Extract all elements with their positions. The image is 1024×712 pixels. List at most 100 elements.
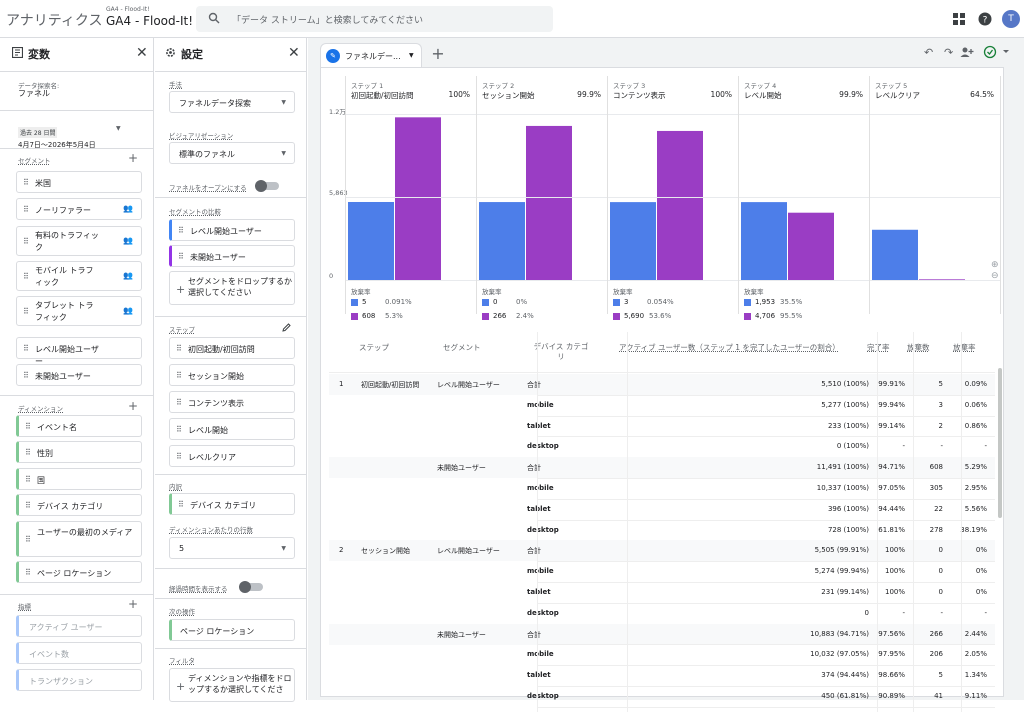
- share-user-icon[interactable]: [960, 46, 974, 58]
- table-row[interactable]: tablet 233 (100%) 99.14% 2 0.86%: [329, 416, 995, 437]
- table-row[interactable]: 2 セッション開始 レベル開始ユーザー 合計 5,505 (99.91%) 100% 0 0%: [329, 540, 995, 562]
- segment-item[interactable]: ⠿ タブレット トラフィック 👥: [16, 296, 142, 326]
- breakdown-chip[interactable]: ⠿ デバイス カテゴリ: [169, 493, 295, 515]
- column-header[interactable]: 放棄率: [953, 343, 976, 352]
- funnel-bar[interactable]: [479, 202, 525, 280]
- drag-handle-icon[interactable]: ⠿: [23, 344, 29, 353]
- property-name[interactable]: GA4 - Flood-It!: [106, 14, 194, 28]
- funnel-bar[interactable]: [657, 130, 703, 280]
- property-account[interactable]: GA4 - Flood-It!: [106, 6, 150, 13]
- drag-handle-icon[interactable]: ⠿: [23, 178, 29, 187]
- segment-item[interactable]: ⠿ 未開始ユーザー: [16, 364, 142, 386]
- drag-handle-icon[interactable]: ⠿: [23, 237, 29, 246]
- drag-handle-icon[interactable]: ⠿: [176, 371, 182, 380]
- segment-item[interactable]: ⠿ ノーリファラー 👥: [16, 198, 142, 220]
- chevron-down-icon[interactable]: ▼: [409, 52, 414, 59]
- step-item[interactable]: ⠿ レベル開始: [169, 418, 295, 440]
- column-header[interactable]: 放棄数: [907, 343, 930, 352]
- step-item[interactable]: ⠿ 初回起動/初回訪問: [169, 337, 295, 359]
- open-funnel-toggle[interactable]: [255, 180, 279, 192]
- rows-select[interactable]: 5 ▼: [169, 537, 295, 559]
- drag-handle-icon[interactable]: ⠿: [178, 226, 184, 235]
- close-settings-icon[interactable]: ✕: [288, 45, 300, 61]
- apps-grid-icon[interactable]: [952, 12, 966, 26]
- date-range-picker[interactable]: 過去 28 日間 4月7日〜2026年5月4日 ▼: [18, 120, 128, 149]
- compare-segment-not-started[interactable]: ⠿ 未開始ユーザー: [169, 245, 295, 267]
- drag-handle-icon[interactable]: ⠿: [23, 272, 29, 281]
- drag-handle-icon[interactable]: ⠿: [25, 475, 31, 484]
- segment-item[interactable]: ⠿ レベル開始ユーザー: [16, 337, 142, 366]
- zoom-out-icon[interactable]: ⊖: [991, 271, 999, 281]
- dimension-item[interactable]: ⠿ ページ ロケーション: [16, 561, 142, 583]
- add-dimension-icon[interactable]: +: [128, 399, 139, 413]
- redo-icon[interactable]: ↷: [944, 46, 954, 59]
- funnel-bar[interactable]: [872, 229, 918, 280]
- visualization-select[interactable]: 標準のファネル ▼: [169, 142, 295, 164]
- metric-item[interactable]: イベント数: [16, 642, 142, 664]
- compare-segment-level-start[interactable]: ⠿ レベル開始ユーザー: [169, 219, 295, 241]
- table-row[interactable]: desktop 728 (100%) 61.81% 278 38.19%: [329, 520, 995, 541]
- dimension-item[interactable]: ⠿ 性別: [16, 441, 142, 463]
- next-action-chip[interactable]: ページ ロケーション: [169, 619, 295, 641]
- drag-handle-icon[interactable]: ⠿: [176, 398, 182, 407]
- funnel-bar[interactable]: [610, 202, 656, 280]
- table-row[interactable]: tablet 374 (94.44%) 98.66% 5 1.34%: [329, 665, 995, 686]
- segment-item[interactable]: ⠿ モバイル トラフィック 👥: [16, 261, 142, 291]
- segment-item[interactable]: ⠿ 米国: [16, 171, 142, 193]
- elapsed-time-toggle[interactable]: [239, 581, 263, 593]
- drag-handle-icon[interactable]: ⠿: [25, 535, 31, 544]
- close-variables-icon[interactable]: ✕: [136, 45, 148, 61]
- table-row[interactable]: 未開始ユーザー 合計 11,491 (100%) 94.71% 608 5.29%: [329, 457, 995, 479]
- funnel-bar[interactable]: [741, 202, 787, 280]
- drag-handle-icon[interactable]: ⠿: [23, 307, 29, 316]
- table-row[interactable]: mobile 10,337 (100%) 97.05% 305 2.95%: [329, 478, 995, 499]
- drag-handle-icon[interactable]: ⠿: [25, 568, 31, 577]
- search-bar[interactable]: 「データ ストリーム」と検索してみてください: [196, 6, 553, 32]
- step-item[interactable]: ⠿ レベルクリア: [169, 445, 295, 467]
- drag-handle-icon[interactable]: ⠿: [25, 448, 31, 457]
- table-row[interactable]: tablet 396 (100%) 94.44% 22 5.56%: [329, 499, 995, 520]
- column-header[interactable]: ステップ: [359, 343, 389, 352]
- drag-handle-icon[interactable]: ⠿: [176, 425, 182, 434]
- exploration-name[interactable]: ファネル: [18, 89, 50, 98]
- dimension-item[interactable]: ⠿ デバイス カテゴリ: [16, 494, 142, 516]
- metric-item[interactable]: アクティブ ユーザー: [16, 615, 142, 637]
- drag-handle-icon[interactable]: ⠿: [176, 452, 182, 461]
- undo-icon[interactable]: ↶: [924, 46, 934, 59]
- column-header[interactable]: セグメント: [443, 343, 481, 352]
- technique-select[interactable]: ファネルデータ探索 ▼: [169, 91, 295, 113]
- table-row[interactable]: desktop 0 - - -: [329, 603, 995, 624]
- table-row[interactable]: mobile 5,274 (99.94%) 100% 0 0%: [329, 561, 995, 582]
- funnel-bar[interactable]: [348, 201, 394, 280]
- table-row[interactable]: 未開始ユーザー 合計 10,883 (94.71%) 97.56% 266 2.44%: [329, 623, 995, 645]
- dimension-item[interactable]: ⠿ 国: [16, 468, 142, 490]
- drop-filter-zone[interactable]: + ディメンションや指標をドロップするか選択してくださ: [169, 668, 295, 702]
- funnel-bar[interactable]: [919, 279, 965, 280]
- segment-item[interactable]: ⠿ 有料のトラフィック 👥: [16, 226, 142, 256]
- table-row[interactable]: mobile 5,277 (100%) 99.94% 3 0.06%: [329, 395, 995, 416]
- drag-handle-icon[interactable]: ⠿: [176, 344, 182, 353]
- app-title[interactable]: アナリティクス: [6, 13, 103, 29]
- column-header[interactable]: 完了率: [867, 343, 890, 352]
- add-metric-icon[interactable]: +: [128, 597, 139, 611]
- column-header[interactable]: アクティブ ユーザー数（ステップ 1 を完了したユーザーの割合）: [619, 343, 840, 352]
- table-scrollbar[interactable]: [998, 368, 1002, 518]
- drag-handle-icon[interactable]: ⠿: [23, 205, 29, 214]
- table-row[interactable]: 1 初回起動/初回訪問 レベル開始ユーザー 合計 5,510 (100%) 99.91% 5…: [329, 374, 995, 395]
- help-icon[interactable]: ?: [978, 12, 992, 26]
- drag-handle-icon[interactable]: ⠿: [25, 501, 31, 510]
- zoom-in-icon[interactable]: ⊕: [991, 260, 999, 270]
- status-check-icon[interactable]: [983, 45, 1013, 59]
- drop-segment-zone[interactable]: + セグメントをドロップするか選択してください: [169, 271, 295, 305]
- step-item[interactable]: ⠿ セッション開始: [169, 364, 295, 386]
- add-tab-button[interactable]: +: [431, 44, 445, 63]
- avatar[interactable]: T: [1002, 10, 1020, 28]
- funnel-bar[interactable]: [526, 125, 572, 280]
- drag-handle-icon[interactable]: ⠿: [25, 422, 31, 431]
- dimension-item[interactable]: ⠿ ユーザーの最初のメディア: [16, 521, 142, 557]
- tab-funnel[interactable]: ✎ ファネルデー... ▼: [320, 43, 422, 67]
- column-header[interactable]: デバイス カテゴ リ: [533, 342, 589, 361]
- table-row[interactable]: mobile 10,032 (97.05%) 97.95% 206 2.05%: [329, 644, 995, 665]
- step-item[interactable]: ⠿ コンテンツ表示: [169, 391, 295, 413]
- metric-item[interactable]: トランザクション: [16, 669, 142, 691]
